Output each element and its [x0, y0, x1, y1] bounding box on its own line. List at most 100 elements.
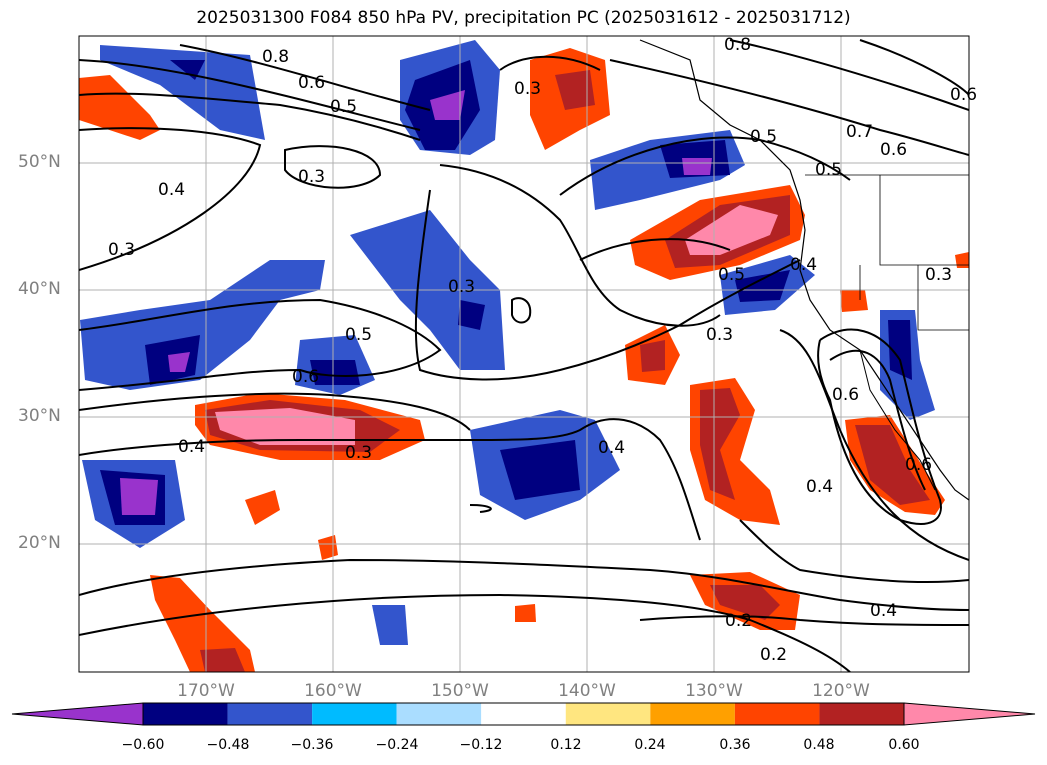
pv-contour — [559, 136, 851, 196]
negative-region — [458, 300, 485, 330]
lat-label: 20°N — [18, 533, 61, 553]
colorbar-extend-low — [11, 702, 144, 726]
pv-contour — [79, 392, 471, 431]
positive-region — [700, 388, 740, 500]
colorbar-bin — [312, 703, 397, 725]
map-frame — [78, 35, 970, 673]
contour-label: 0.5 — [815, 160, 842, 180]
contour-label: 0.3 — [448, 277, 475, 297]
pv-contour — [829, 349, 926, 491]
contour-label: 0.4 — [870, 601, 897, 621]
positive-region — [515, 604, 536, 622]
colorbar-bin — [819, 703, 904, 725]
contour-label: 0.2 — [760, 645, 787, 665]
contour-label: 0.6 — [832, 385, 859, 405]
negative-region — [430, 90, 465, 120]
negative-region — [168, 352, 190, 372]
contour-label: 0.6 — [950, 85, 977, 105]
positive-region — [855, 425, 930, 505]
pv-contour — [739, 519, 969, 583]
positive-region — [245, 490, 280, 525]
colorbar-bin — [650, 703, 735, 725]
shaded-field — [79, 36, 969, 672]
lon-label: 140°W — [558, 681, 616, 701]
pv-contour — [579, 238, 731, 261]
pv-contour — [284, 145, 382, 189]
colorbar-tick: 0.60 — [888, 737, 920, 753]
pv-contour — [511, 297, 532, 324]
colorbar-tick: 0.36 — [719, 737, 751, 753]
contour-label: 0.3 — [108, 240, 135, 260]
colorbar-tick: −0.48 — [206, 737, 250, 753]
pv-contour — [859, 39, 969, 96]
pv-contour — [499, 55, 601, 71]
colorbar — [11, 702, 1036, 726]
positive-region — [640, 340, 665, 372]
colorbar-bins — [143, 703, 904, 725]
contour-label: 0.4 — [178, 437, 205, 457]
colorbar-bin — [227, 703, 313, 725]
negative-region — [80, 260, 325, 390]
colorbar-extend-high — [903, 702, 1036, 726]
negative-region — [888, 320, 912, 380]
colorbar-tick: −0.60 — [121, 737, 165, 753]
colorbar-tick: −0.36 — [290, 737, 334, 753]
map-title: 2025031300 F084 850 hPa PV, precipitatio… — [196, 8, 851, 28]
contour-label: 0.3 — [298, 167, 325, 187]
negative-region — [100, 45, 265, 140]
positive-region — [79, 75, 160, 140]
pv-contour — [469, 504, 492, 513]
lat-label: 30°N — [18, 406, 61, 426]
colorbar-tick: −0.24 — [375, 737, 419, 753]
contour-label: 0.6 — [880, 140, 907, 160]
contour-label: 0.5 — [345, 325, 372, 345]
contour-label: 0.4 — [790, 255, 817, 275]
coastline — [639, 39, 969, 501]
pv-contour — [79, 558, 969, 611]
negative-region — [682, 158, 712, 175]
lon-label: 130°W — [685, 681, 743, 701]
lat-label: 50°N — [18, 152, 61, 172]
colorbar-bin — [396, 703, 482, 725]
negative-region — [310, 360, 360, 385]
pv-contour — [179, 44, 431, 111]
contour-label: 0.7 — [846, 122, 873, 142]
positive-region — [150, 575, 255, 672]
pv-contour — [817, 328, 942, 525]
pv-contour — [79, 418, 701, 541]
contour-labels: 0.8 0.6 0.5 0.3 0.3 0.4 0.3 0.5 0.6 0.4 … — [108, 35, 977, 665]
contour-label: 0.8 — [262, 47, 289, 67]
colorbar-tick: −0.12 — [459, 737, 503, 753]
lon-label: 160°W — [304, 681, 362, 701]
positive-region — [710, 585, 780, 620]
contour-label: 0.3 — [345, 443, 372, 463]
positive-region — [955, 252, 969, 268]
colorbar-tick: 0.24 — [634, 737, 666, 753]
contour-label: 0.6 — [298, 73, 325, 93]
colorbar-bin — [565, 703, 651, 725]
colorbar-bin — [734, 703, 820, 725]
contour-label: 0.6 — [905, 455, 932, 475]
lon-label: 170°W — [177, 681, 235, 701]
lat-label: 40°N — [18, 279, 61, 299]
lon-label: 150°W — [431, 681, 489, 701]
contour-label: 0.5 — [330, 97, 357, 117]
pv-contour — [439, 164, 721, 327]
pv-contour — [729, 39, 969, 111]
contour-label: 0.2 — [725, 611, 752, 631]
colorbar-bin — [481, 703, 566, 725]
coastline — [859, 349, 936, 491]
negative-region — [735, 270, 790, 302]
contour-label: 0.3 — [514, 79, 541, 99]
pv-contour — [414, 189, 801, 381]
contour-label: 0.3 — [706, 325, 733, 345]
pv-contour — [79, 92, 421, 141]
positive-region — [555, 70, 595, 110]
contour-label: 0.5 — [718, 265, 745, 285]
negative-region — [500, 440, 580, 500]
pv-contour — [79, 59, 421, 131]
negative-region — [372, 605, 408, 645]
contour-label: 0.5 — [750, 127, 777, 147]
contour-label: 0.4 — [158, 180, 185, 200]
